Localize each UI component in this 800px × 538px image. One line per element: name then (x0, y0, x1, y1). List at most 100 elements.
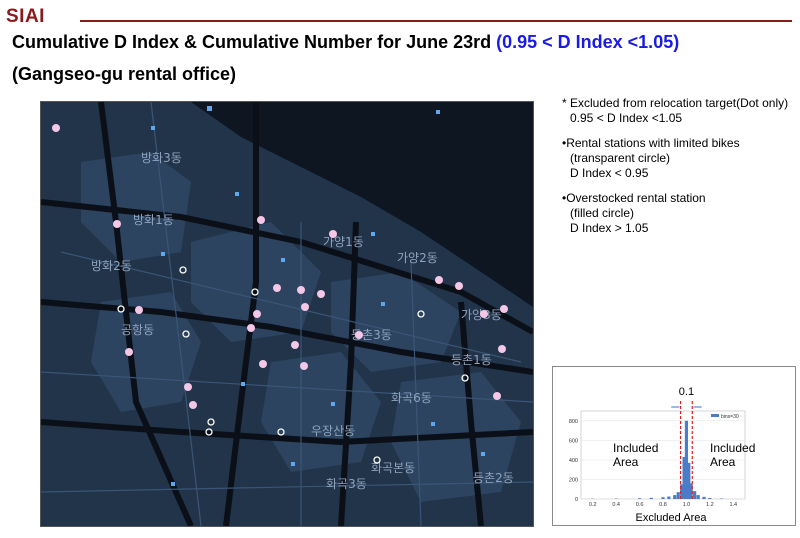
histogram-bar (661, 497, 665, 499)
y-tick-label: 400 (569, 458, 578, 464)
x-axis-label: Excluded Area (636, 512, 708, 524)
x-tick-label: 0.8 (659, 502, 667, 508)
histogram-bar (708, 498, 712, 499)
district-label: 화곡6동 (391, 391, 432, 405)
histogram-bar (667, 496, 671, 499)
station-dot (493, 392, 501, 400)
station-dot (480, 310, 488, 318)
x-tick-label: 1.4 (729, 502, 737, 508)
plot-frame (580, 410, 746, 500)
district-label: 방화3동 (141, 151, 182, 165)
note-overstock-desc: (filled circle) (570, 206, 635, 220)
note-excluded-title: * Excluded from relocation target(Dot on… (562, 96, 789, 110)
han-river (191, 102, 533, 307)
note-overstock-range: D Index > 1.05 (570, 221, 649, 235)
histogram-bar (673, 495, 677, 499)
station-dot (435, 276, 443, 284)
station-dot (498, 345, 506, 353)
histogram-bar (689, 483, 693, 499)
district-label-layer: 방화3동 방화1동 방화2동 공항동 가양1동 가양2동 가양3동 등촌3동 등… (91, 151, 514, 491)
station-ring (182, 330, 190, 338)
legend-swatch (711, 414, 719, 417)
district-label: 가양2동 (397, 251, 438, 265)
x-tick-label: 0.2 (589, 502, 597, 508)
title-highlight: (0.95 < D Index <1.05) (496, 32, 680, 52)
station-dot (52, 124, 60, 132)
histogram-bar (687, 462, 691, 499)
station-ring (417, 310, 425, 318)
histogram-chart: 0 200 400 600 800 0.2 0.4 0.6 0.8 1.0 1.2 1.4 0.1 bin… (569, 386, 746, 524)
overstocked-stations (52, 124, 508, 409)
siai-logo: SIAI (6, 6, 45, 27)
slide-title: Cumulative D Index & Cumulative Number f… (12, 32, 679, 53)
station-marker (371, 232, 375, 236)
title-main: Cumulative D Index & Cumulative Number f… (12, 32, 497, 52)
station-marker (235, 192, 239, 196)
y-tick-label: 0 (575, 497, 578, 503)
histogram-panel: 0 200 400 600 800 0.2 0.4 0.6 0.8 1.0 1.2 1.4 0.1 bin… (552, 366, 796, 526)
district-label: 공항동 (121, 323, 154, 337)
district-label: 가양1동 (323, 235, 364, 249)
station-marker (171, 482, 175, 486)
station-ring (373, 456, 381, 464)
district-label: 방화2동 (91, 259, 132, 273)
station-dot (273, 284, 281, 292)
station-dot (113, 220, 121, 228)
station-marker (331, 402, 335, 406)
note-limited-range: D Index < 0.95 (570, 166, 649, 180)
station-ring (461, 374, 469, 382)
y-tick-label: 200 (569, 477, 578, 483)
station-dot (291, 341, 299, 349)
station-marker (151, 126, 155, 130)
y-tick-label: 600 (569, 438, 578, 444)
station-map[interactable]: 방화3동 방화1동 방화2동 공항동 가양1동 가양2동 가양3동 등촌3동 등… (40, 101, 534, 527)
station-dot (301, 303, 309, 311)
histogram-bar (676, 492, 680, 499)
station-ring (207, 418, 215, 426)
district-label: 방화1동 (133, 213, 174, 227)
note-overstock-title: •Overstocked rental station (562, 191, 706, 205)
station-ring (277, 428, 285, 436)
station-dot (455, 282, 463, 290)
header-rule (80, 20, 792, 22)
map-canvas: 방화3동 방화1동 방화2동 공항동 가양1동 가양2동 가양3동 등촌3동 등… (41, 102, 533, 526)
station-dot (500, 305, 508, 313)
station-dot (297, 286, 305, 294)
left-included-label: Included Area (613, 441, 659, 469)
histogram-bar (696, 495, 700, 499)
legend-notes: * Excluded from relocation target(Dot on… (562, 96, 792, 246)
note-overstock: •Overstocked rental station (filled circ… (562, 191, 792, 236)
station-dot (329, 230, 337, 238)
legend-label: bins=30 (721, 414, 739, 420)
map-block (91, 292, 201, 412)
histogram-bar (693, 491, 697, 499)
district-label: 우장산동 (311, 424, 355, 438)
station-marker (481, 452, 485, 456)
station-marker (431, 422, 435, 426)
histogram-bar (649, 497, 653, 499)
x-tick-label: 0.4 (612, 502, 620, 508)
station-ring (205, 428, 213, 436)
station-ring (251, 288, 259, 296)
note-limited: •Rental stations with limited bikes (tra… (562, 136, 792, 181)
station-dot (253, 310, 261, 318)
bandwidth-annotation: 0.1 (679, 386, 694, 398)
station-dot (317, 290, 325, 298)
y-tick-label: 800 (569, 419, 578, 425)
station-dot (189, 401, 197, 409)
station-dot (257, 216, 265, 224)
station-ring (117, 305, 125, 313)
map-block (261, 352, 381, 472)
note-limited-title: •Rental stations with limited bikes (562, 136, 740, 150)
district-label: 등촌1동 (451, 353, 492, 367)
station-marker (161, 252, 165, 256)
station-dot (247, 324, 255, 332)
station-dot (259, 360, 267, 368)
station-marker (241, 382, 245, 386)
station-dot (184, 383, 192, 391)
note-limited-desc: (transparent circle) (570, 151, 671, 165)
district-label: 화곡3동 (326, 477, 367, 491)
limited-stations (117, 266, 469, 464)
district-label: 등촌3동 (351, 328, 392, 342)
station-marker (291, 462, 295, 466)
